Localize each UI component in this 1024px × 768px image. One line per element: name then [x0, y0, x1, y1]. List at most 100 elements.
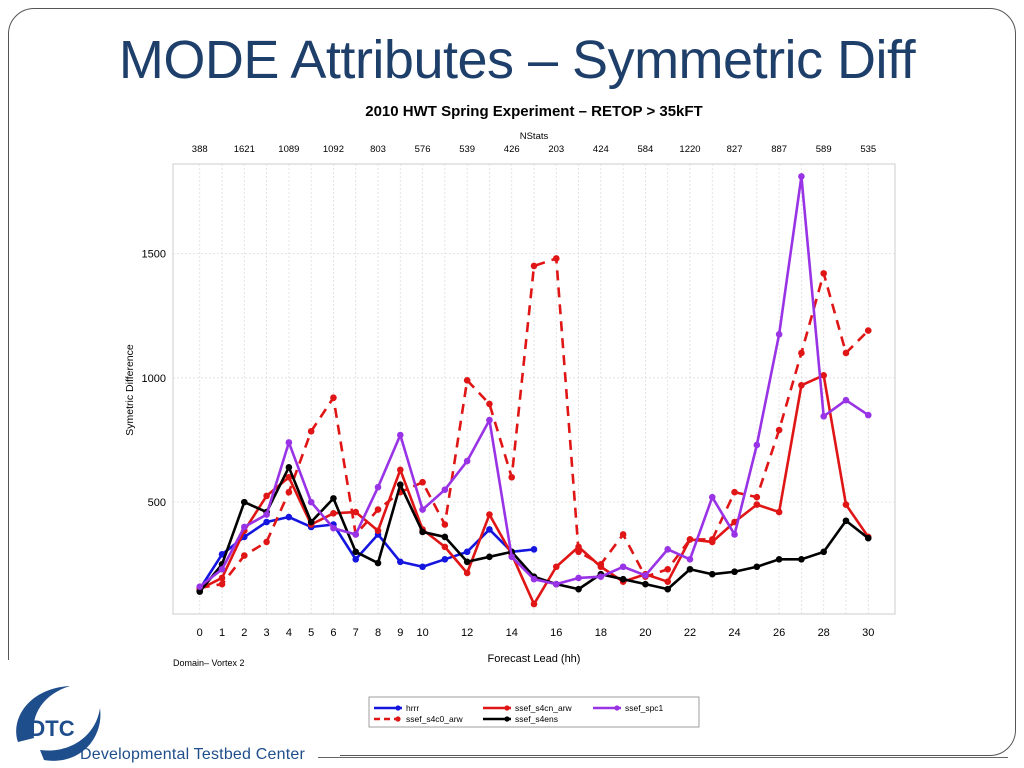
top-tick-label: 1220 — [679, 144, 700, 155]
data-point-ssef_s4ens — [241, 498, 248, 506]
data-point-ssef_s4c0_arw — [753, 493, 761, 501]
data-point-ssef_s4c0_arw — [619, 531, 627, 538]
data-point-ssef_spc1 — [419, 506, 426, 513]
data-point-ssef_spc1 — [642, 572, 649, 579]
top-tick-label: 388 — [192, 144, 208, 155]
legend-label-ssef_spc1: ssef_spc1 — [625, 703, 664, 713]
dtc-logo: DTC — [16, 686, 101, 761]
data-point-ssef_s4ens — [285, 464, 293, 471]
x-tick-label: 1 — [219, 627, 225, 639]
slide-title: MODE Attributes – Symmetric Diff — [118, 30, 916, 90]
data-point-ssef_s4c0_arw — [664, 565, 672, 573]
legend-marker-ssef_s4cn_arw — [504, 705, 510, 711]
data-point-ssef_spc1 — [330, 524, 337, 532]
x-tick-label: 6 — [330, 627, 336, 639]
logo-text: DTC — [29, 716, 74, 741]
data-point-ssef_s4cn_arw — [374, 527, 382, 535]
data-point-ssef_s4c0_arw — [441, 521, 449, 528]
data-point-ssef_spc1 — [530, 575, 538, 583]
data-point-ssef_spc1 — [775, 331, 783, 338]
data-point-ssef_s4ens — [441, 533, 449, 541]
bottom-mask — [0, 748, 340, 768]
data-point-ssef_s4cn_arw — [285, 473, 293, 481]
data-point-ssef_s4c0_arw — [575, 548, 582, 556]
data-point-ssef_s4c0_arw — [307, 427, 315, 435]
data-point-ssef_s4cn_arw — [263, 492, 270, 500]
x-tick-label: 3 — [264, 627, 270, 639]
data-point-ssef_spc1 — [463, 457, 471, 465]
data-point-ssef_spc1 — [218, 565, 226, 573]
footer-text: Developmental Testbed Center — [80, 746, 305, 763]
data-point-ssef_s4c0_arw — [241, 552, 248, 559]
data-point-ssef_spc1 — [285, 439, 293, 446]
top-tick-label: 424 — [593, 144, 609, 155]
data-point-ssef_s4cn_arw — [486, 511, 493, 518]
data-point-ssef_s4cn_arw — [798, 381, 805, 389]
x-tick-label: 5 — [308, 627, 314, 639]
data-point-ssef_spc1 — [842, 396, 850, 404]
data-point-ssef_s4c0_arw — [263, 538, 270, 546]
top-tick-label: 1621 — [234, 144, 255, 155]
data-point-ssef_s4c0_arw — [508, 473, 516, 481]
data-point-ssef_s4c0_arw — [775, 426, 783, 434]
data-point-hrrr — [352, 556, 360, 563]
x-tick-label: 0 — [197, 627, 203, 639]
data-point-ssef_s4c0_arw — [463, 376, 471, 384]
data-point-ssef_spc1 — [708, 493, 716, 501]
data-point-ssef_spc1 — [864, 411, 872, 419]
x-tick-label: 4 — [286, 627, 292, 639]
x-tick-label: 16 — [550, 627, 562, 639]
data-point-ssef_s4ens — [619, 575, 627, 583]
data-point-ssef_s4c0_arw — [218, 580, 226, 588]
x-axis-label: Forecast Lead (hh) — [488, 653, 581, 665]
data-point-ssef_spc1 — [619, 563, 627, 571]
top-tick-label: 1092 — [323, 144, 344, 155]
data-point-ssef_spc1 — [798, 173, 805, 180]
data-point-ssef_s4ens — [575, 585, 582, 593]
x-tick-label: 8 — [375, 627, 381, 639]
data-point-hrrr — [486, 526, 493, 533]
top-axis-label: NStats — [520, 131, 549, 142]
data-point-ssef_s4cn_arw — [664, 578, 672, 585]
domain-note: Domain– Vortex 2 — [173, 658, 245, 668]
data-point-ssef_s4cn_arw — [775, 508, 783, 516]
x-tick-label: 24 — [728, 627, 740, 639]
data-point-ssef_spc1 — [441, 486, 449, 493]
data-point-ssef_s4cn_arw — [396, 466, 404, 474]
y-axis-label: Symetric Difference — [124, 344, 136, 436]
top-tick-label: 426 — [504, 144, 520, 155]
x-tick-label: 10 — [416, 627, 428, 639]
axis-ticks: 0 1 2 3 4 5 6 7 8 9 10 12 14 16 18 20 22 24 26 28 3050010001… — [142, 144, 877, 639]
data-point-ssef_s4cn_arw — [463, 569, 471, 577]
data-point-ssef_s4ens — [731, 568, 738, 576]
top-tick-label: 535 — [860, 144, 876, 155]
data-point-ssef_spc1 — [486, 416, 493, 424]
data-point-ssef_spc1 — [575, 574, 582, 582]
data-point-ssef_spc1 — [352, 531, 360, 538]
data-point-ssef_s4cn_arw — [820, 372, 827, 379]
data-point-hrrr — [463, 548, 471, 556]
data-point-ssef_s4ens — [374, 559, 382, 567]
y-tick-label: 1000 — [142, 373, 166, 385]
data-point-ssef_s4c0_arw — [731, 488, 738, 496]
data-point-ssef_spc1 — [508, 553, 516, 561]
x-tick-label: 20 — [639, 627, 651, 639]
data-point-ssef_spc1 — [552, 580, 560, 588]
data-point-ssef_s4ens — [330, 495, 337, 502]
data-point-ssef_s4ens — [396, 481, 404, 489]
top-tick-label: 203 — [548, 144, 564, 155]
data-point-ssef_s4cn_arw — [753, 501, 761, 508]
top-tick-label: 584 — [637, 144, 653, 155]
data-point-ssef_s4ens — [775, 556, 783, 563]
legend-label-ssef_s4cn_arw: ssef_s4cn_arw — [515, 703, 573, 713]
data-point-ssef_spc1 — [686, 556, 694, 563]
data-point-ssef_s4cn_arw — [842, 501, 850, 508]
x-tick-label: 9 — [397, 627, 403, 639]
data-point-ssef_s4c0_arw — [330, 394, 337, 402]
data-point-ssef_s4ens — [352, 548, 360, 556]
top-tick-label: 576 — [415, 144, 431, 155]
data-point-ssef_s4ens — [463, 558, 471, 566]
data-point-ssef_s4c0_arw — [530, 262, 538, 270]
data-point-ssef_s4c0_arw — [486, 400, 493, 408]
